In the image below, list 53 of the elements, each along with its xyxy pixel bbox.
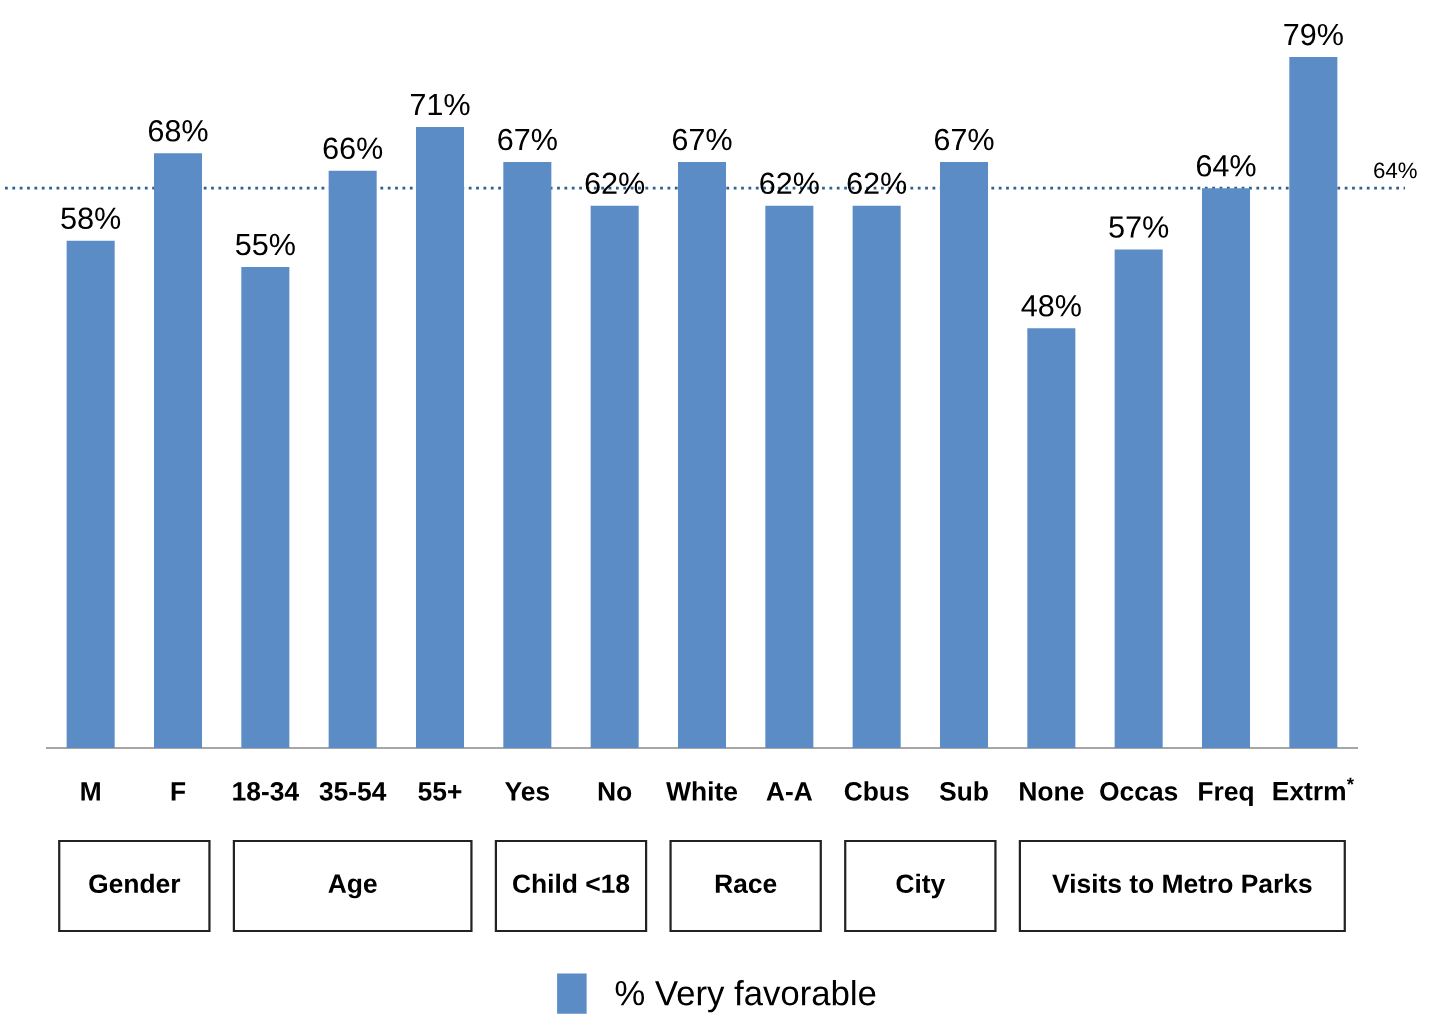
bar <box>503 161 552 748</box>
data-label: 64% <box>1196 154 1256 177</box>
x-tick-label: 55+ <box>418 782 462 801</box>
bar <box>1027 328 1076 748</box>
bar <box>852 205 901 748</box>
bar <box>241 266 290 748</box>
bar <box>415 126 465 748</box>
x-tick-label: Cbus <box>844 781 909 801</box>
bar <box>153 153 203 748</box>
x-tick-label: Extrm$^{*}$ <box>1273 777 1354 801</box>
bar <box>1201 188 1251 748</box>
bar <box>939 161 989 748</box>
x-tick-label: Yes <box>505 782 549 801</box>
x-tick-label: 18-34 <box>233 782 299 801</box>
x-tick-label: None <box>1020 782 1084 801</box>
x-tick-label: A-A <box>766 782 813 801</box>
data-label: 55% <box>235 233 295 256</box>
bar <box>1114 249 1163 748</box>
data-label: 68% <box>148 119 208 142</box>
data-label: 67% <box>672 128 732 151</box>
data-label: 57% <box>1109 216 1169 238</box>
bar <box>677 161 727 748</box>
bar <box>590 205 639 748</box>
data-label: 62% <box>847 172 907 195</box>
text: Child <18 <box>513 873 630 894</box>
x-tick-label: M <box>81 782 100 801</box>
data-label: 67% <box>934 128 994 151</box>
x-tick-label: F <box>171 782 186 801</box>
data-label: 62% <box>585 172 645 195</box>
data-label: 48% <box>1021 294 1081 317</box>
text: Age <box>328 874 377 899</box>
data-label: 71% <box>410 93 470 116</box>
text: Gender <box>89 873 181 894</box>
bar <box>765 205 814 748</box>
text: City <box>896 873 946 899</box>
x-tick-label: Freq <box>1199 782 1253 806</box>
text: Visits to Metro Parks <box>1052 873 1312 894</box>
x-tick-label: Sub <box>939 781 988 801</box>
data-label: 66% <box>323 137 383 160</box>
x-tick-label: White <box>666 781 738 801</box>
data-label: 58% <box>61 207 121 230</box>
legend-label: % Very favorable <box>615 979 876 1013</box>
data-label: 79% <box>1284 23 1343 46</box>
data-label: 62% <box>760 172 819 195</box>
x-tick-label: Occas <box>1100 782 1178 801</box>
data-label: 67% <box>498 128 557 151</box>
x-tick-label: No <box>598 782 632 801</box>
bar <box>328 170 377 748</box>
text: Race <box>715 874 777 894</box>
bar <box>1289 57 1338 748</box>
ref-line-label: 64% <box>1374 162 1417 179</box>
x-tick-label: 35-54 <box>319 782 387 801</box>
bar <box>66 240 115 748</box>
